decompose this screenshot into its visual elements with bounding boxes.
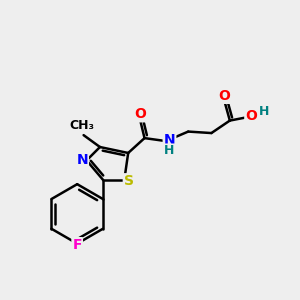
Text: N: N <box>76 153 88 167</box>
Text: CH₃: CH₃ <box>70 118 94 132</box>
Text: O: O <box>218 89 230 103</box>
Text: O: O <box>134 107 146 121</box>
Text: H: H <box>259 105 269 118</box>
Text: S: S <box>124 174 134 188</box>
Text: N: N <box>164 133 175 147</box>
Text: F: F <box>72 238 82 252</box>
Text: O: O <box>245 109 257 122</box>
Text: H: H <box>164 144 175 157</box>
